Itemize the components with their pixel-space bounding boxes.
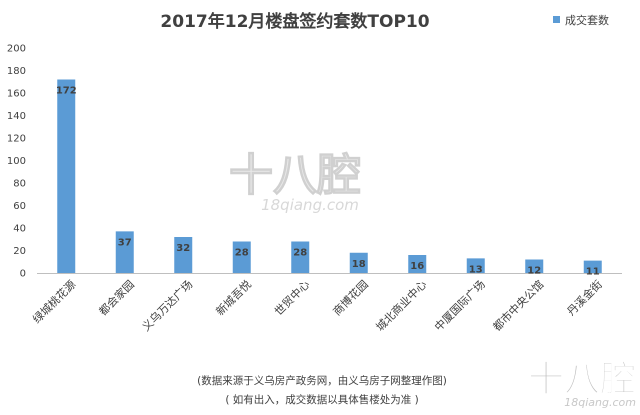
category-label: 都会家园 [96,277,137,318]
bar [174,237,193,273]
y-tick-label: 100 [7,156,26,167]
bar [466,258,485,273]
data-label: 37 [118,237,132,248]
axes: 0 20 40 60 80 100 120 140 160 180 200 [7,44,622,280]
bar [232,241,251,273]
legend-label: 成交套数 [565,13,609,27]
category-label: 绿城桃花源 [30,277,79,326]
category-label: 商博花园 [330,277,371,318]
y-tick-label: 160 [7,89,26,100]
source-note: (数据来源于义乌房产政务网，由义乌房子网整理作图) [197,374,447,387]
y-tick-label: 140 [7,111,26,122]
disclaimer-note: ( 如有出入，成交数据以具体售楼处为准 ) [225,393,418,406]
watermark-text: 十八腔 [229,150,361,201]
legend: 成交套数 [553,13,609,27]
category-label: 义乌万达广场 [139,277,196,334]
bar [525,259,544,273]
bars [57,79,602,273]
data-label: 12 [527,266,541,277]
data-label: 28 [293,248,307,259]
data-label: 18 [352,259,366,270]
data-label: 28 [235,248,249,259]
y-tick-label: 80 [13,179,26,190]
category-label: 世贸中心 [272,278,312,318]
chart-title: 2017年12月楼盘签约套数TOP10 [160,11,429,32]
category-label: 城北商业中心 [373,277,430,334]
data-label: 11 [586,267,600,278]
corner-watermark-text: 十八腔 [528,359,636,400]
category-labels: 绿城桃花源 都会家园 义乌万达广场 新城吾悦 世贸中心 商博花园 城北商业中心 中厦国际广场都… [30,277,605,334]
bar [57,79,76,273]
legend-swatch [553,16,560,23]
category-label: 丹溪金街 [564,277,605,318]
bar [291,241,310,273]
y-tick-label: 20 [13,246,26,257]
y-tick-label: 120 [7,134,26,145]
watermark-url: 18qiang.com [261,196,359,214]
watermark-center: 十八腔 18qiang.com [229,150,362,215]
data-label: 172 [56,86,77,97]
y-tick-label: 200 [7,44,26,55]
bar [349,252,368,273]
category-label: 中厦国际广场 [431,277,488,334]
corner-watermark-url: 18qiang.com [564,396,636,409]
y-tick-label: 180 [7,66,26,77]
bar [583,260,602,273]
y-tick-label: 60 [13,201,26,212]
data-label: 32 [176,243,190,254]
data-label: 16 [410,261,424,272]
bar [115,231,134,273]
y-tick-label: 40 [13,224,26,235]
y-tick-label: 0 [20,269,26,280]
watermark-corner: 十八腔 18qiang.com [527,359,636,410]
data-label: 13 [469,264,483,275]
data-labels: 172 37 32 28 28 18 16 13 12 11 [56,86,600,278]
category-label: 新城吾悦 [213,277,254,318]
bar [408,255,427,273]
category-label: 都市中央公馆 [490,277,547,334]
